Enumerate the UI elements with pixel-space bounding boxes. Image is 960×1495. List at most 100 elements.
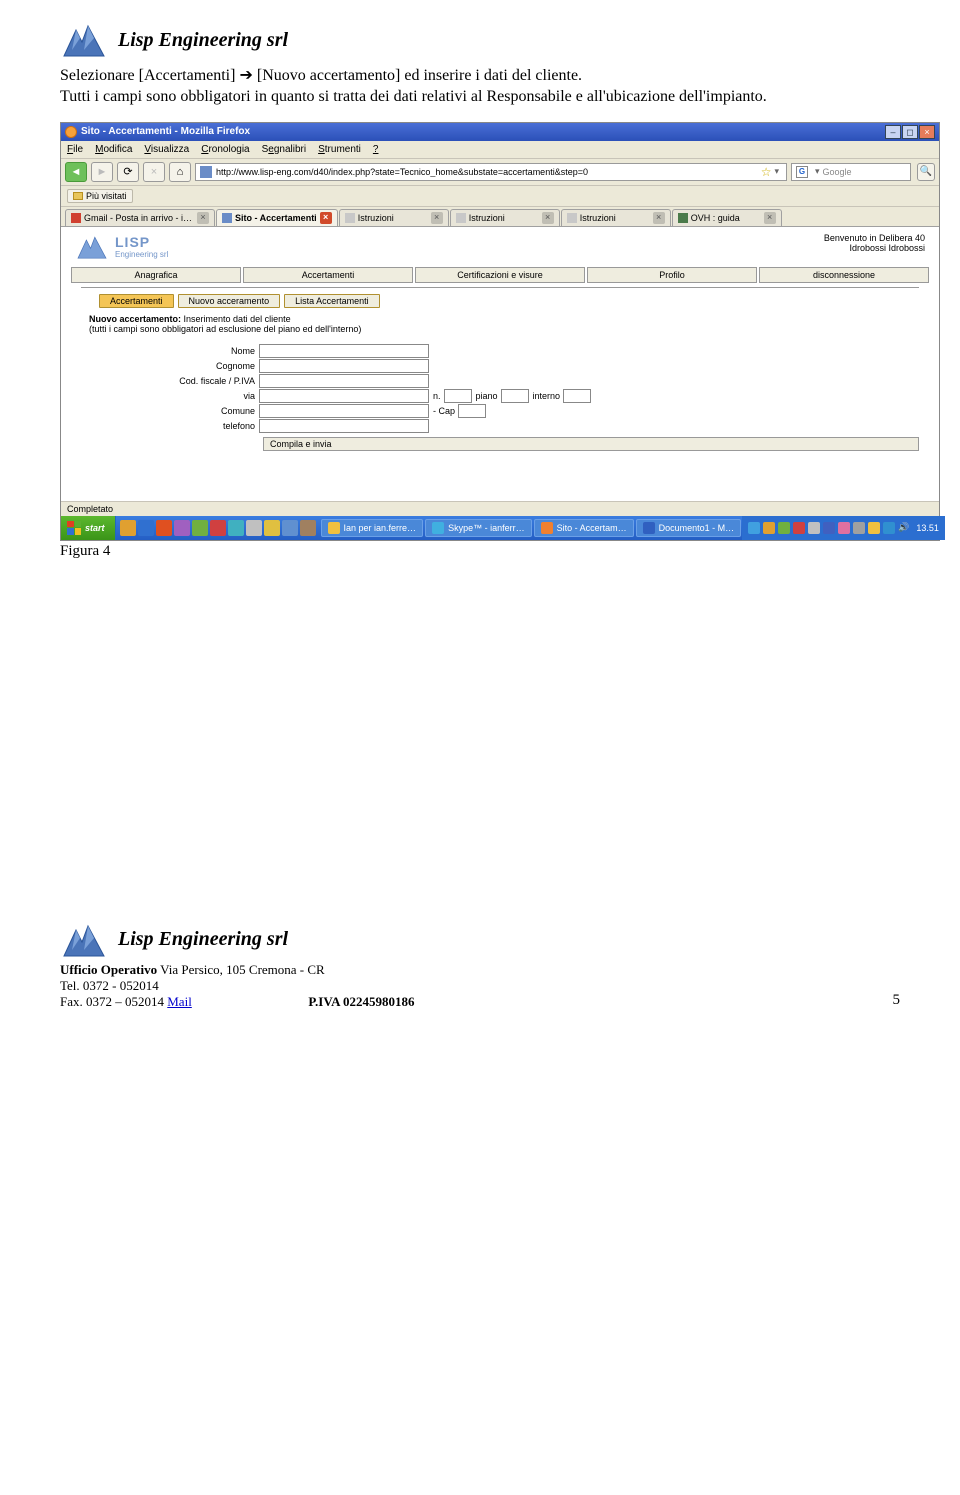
menu-help[interactable]: ?: [373, 144, 379, 155]
minimize-button[interactable]: –: [885, 125, 901, 139]
clock: 13.51: [916, 523, 939, 533]
search-box[interactable]: G ▾ Google: [791, 163, 911, 181]
tab-label: Istruzioni: [580, 213, 650, 223]
input-n[interactable]: [444, 389, 472, 403]
taskbar-task[interactable]: Sito - Accertam…: [534, 519, 634, 537]
menu-cronologia[interactable]: Cronologia: [201, 144, 249, 155]
main-nav-item[interactable]: Accertamenti: [243, 267, 413, 283]
tray-icon[interactable]: [838, 522, 850, 534]
quick-launch-icon[interactable]: [120, 520, 136, 536]
tray-icon[interactable]: [823, 522, 835, 534]
tray-icon[interactable]: [748, 522, 760, 534]
input-cognome[interactable]: [259, 359, 429, 373]
home-button[interactable]: ⌂: [169, 162, 191, 182]
tab-close-icon[interactable]: ×: [542, 212, 554, 224]
most-visited-button[interactable]: Più visitati: [67, 189, 133, 203]
tab-label: OVH : guida: [691, 213, 761, 223]
bookmark-star-icon[interactable]: ☆: [761, 165, 772, 179]
input-comune[interactable]: [259, 404, 429, 418]
quick-launch-icon[interactable]: [174, 520, 190, 536]
url-dropdown-icon[interactable]: ▾: [771, 166, 782, 177]
browser-tab[interactable]: Sito - Accertamenti×: [216, 209, 338, 226]
input-piano[interactable]: [501, 389, 529, 403]
browser-tab[interactable]: Gmail - Posta in arrivo - ianferr@g…×: [65, 209, 215, 226]
quick-launch-icon[interactable]: [156, 520, 172, 536]
paragraph-2: Tutti i campi sono obbligatori in quanto…: [60, 87, 900, 108]
quick-launch-icon[interactable]: [210, 520, 226, 536]
menu-strumenti[interactable]: Strumenti: [318, 144, 361, 155]
back-button[interactable]: ◄: [65, 162, 87, 182]
start-button[interactable]: start: [61, 516, 116, 540]
mail-link[interactable]: Mail: [167, 994, 192, 1009]
input-codfisc[interactable]: [259, 374, 429, 388]
search-engine-dropdown-icon[interactable]: ▾: [812, 166, 823, 177]
input-cap[interactable]: [458, 404, 486, 418]
taskbar-task[interactable]: Ian per ian.ferre…: [321, 519, 424, 537]
quick-launch-icon[interactable]: [228, 520, 244, 536]
tray-icon[interactable]: [763, 522, 775, 534]
tray-icon[interactable]: [853, 522, 865, 534]
para1a: Selezionare [Accertamenti]: [60, 67, 239, 84]
maximize-button[interactable]: ◻: [902, 125, 918, 139]
browser-tab[interactable]: Istruzioni×: [339, 209, 449, 226]
piva: P.IVA 02245980186: [308, 994, 414, 1009]
tray-volume-icon[interactable]: 🔊: [898, 522, 909, 533]
submit-button[interactable]: Compila e invia: [263, 437, 919, 451]
tab-close-icon[interactable]: ×: [320, 212, 332, 224]
tray-icon[interactable]: [868, 522, 880, 534]
quick-launch-icon[interactable]: [138, 520, 154, 536]
tray-icon[interactable]: [883, 522, 895, 534]
menu-segnalibri[interactable]: Segnalibri: [262, 144, 306, 155]
input-telefono[interactable]: [259, 419, 429, 433]
sub-nav-item[interactable]: Nuovo acceramento: [178, 294, 281, 308]
firefox-icon: [65, 126, 77, 138]
browser-tab[interactable]: Istruzioni×: [450, 209, 560, 226]
main-nav-item[interactable]: Anagrafica: [71, 267, 241, 283]
quick-launch-icon[interactable]: [192, 520, 208, 536]
reload-button[interactable]: ⟳: [117, 162, 139, 182]
tab-favicon-icon: [456, 213, 466, 223]
browser-tab[interactable]: OVH : guida×: [672, 209, 782, 226]
browser-tab[interactable]: Istruzioni×: [561, 209, 671, 226]
start-label: start: [85, 523, 105, 533]
forward-button[interactable]: ►: [91, 162, 113, 182]
tab-close-icon[interactable]: ×: [431, 212, 443, 224]
status-bar: Completato: [61, 501, 939, 516]
taskbar-task[interactable]: Skype™ - ianferr…: [425, 519, 532, 537]
menu-visualizza[interactable]: Visualizza: [144, 144, 189, 155]
tray-icon[interactable]: [793, 522, 805, 534]
site-brand: LISP Engineering srl: [75, 233, 168, 261]
quick-launch-icon[interactable]: [300, 520, 316, 536]
taskbar-task[interactable]: Documento1 - M…: [636, 519, 742, 537]
quick-launch-icon[interactable]: [246, 520, 262, 536]
close-button[interactable]: ×: [919, 125, 935, 139]
search-go-button[interactable]: 🔍: [917, 163, 935, 181]
stop-button[interactable]: ×: [143, 162, 165, 182]
tab-strip: Gmail - Posta in arrivo - ianferr@g…×Sit…: [61, 207, 939, 227]
input-via[interactable]: [259, 389, 429, 403]
nav-toolbar: ◄ ► ⟳ × ⌂ http://www.lisp-eng.com/d40/in…: [61, 159, 939, 186]
tray-icon[interactable]: [778, 522, 790, 534]
task-icon: [432, 522, 444, 534]
tab-close-icon[interactable]: ×: [197, 212, 209, 224]
input-nome[interactable]: [259, 344, 429, 358]
task-icon: [328, 522, 340, 534]
input-interno[interactable]: [563, 389, 591, 403]
label-cognome: Cognome: [81, 361, 259, 371]
tray-icon[interactable]: [808, 522, 820, 534]
menu-file[interactable]: File: [67, 144, 83, 155]
task-label: Documento1 - M…: [659, 523, 735, 533]
url-bar[interactable]: http://www.lisp-eng.com/d40/index.php?st…: [195, 163, 787, 181]
tab-close-icon[interactable]: ×: [653, 212, 665, 224]
menu-modifica[interactable]: Modifica: [95, 144, 132, 155]
main-nav-item[interactable]: Profilo: [587, 267, 757, 283]
sub-nav-item[interactable]: Lista Accertamenti: [284, 294, 380, 308]
main-nav-item[interactable]: Certificazioni e visure: [415, 267, 585, 283]
tab-close-icon[interactable]: ×: [764, 212, 776, 224]
main-nav-item[interactable]: disconnessione: [759, 267, 929, 283]
label-telefono: telefono: [81, 421, 259, 431]
quick-launch-icon[interactable]: [282, 520, 298, 536]
form-title: Nuovo accertamento: Inserimento dati del…: [81, 308, 919, 336]
sub-nav-item[interactable]: Accertamenti: [99, 294, 174, 308]
quick-launch-icon[interactable]: [264, 520, 280, 536]
